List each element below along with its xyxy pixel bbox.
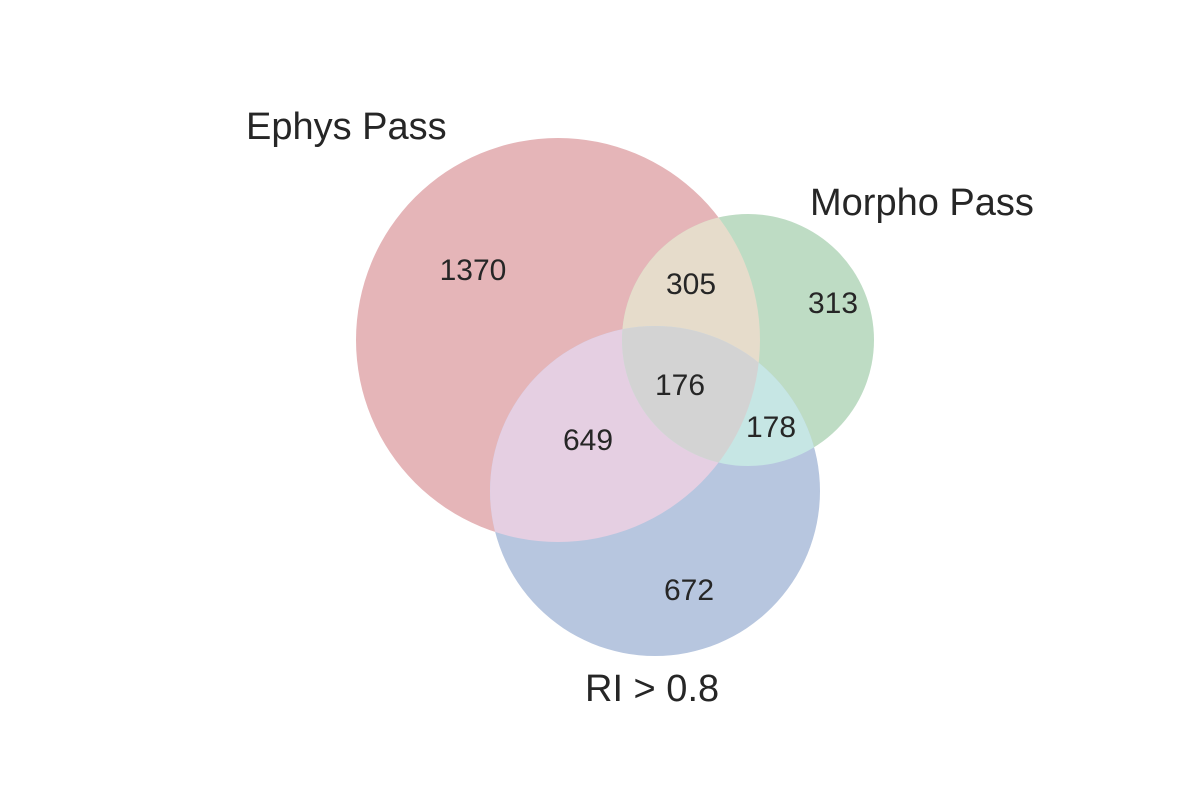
ri-label: RI > 0.8 — [585, 668, 719, 710]
ephys-only-count: 1370 — [440, 254, 507, 287]
ri-only-count: 672 — [664, 574, 714, 607]
morpho-only-count: 313 — [808, 287, 858, 320]
ephys-ri-count: 649 — [563, 424, 613, 457]
all-three-count: 176 — [655, 369, 705, 402]
morpho-pass-label: Morpho Pass — [810, 182, 1034, 224]
ephys-pass-label: Ephys Pass — [246, 106, 447, 148]
all-three-overlap — [622, 326, 760, 466]
morpho-ri-count: 178 — [746, 411, 796, 444]
ephys-morpho-count: 305 — [666, 268, 716, 301]
